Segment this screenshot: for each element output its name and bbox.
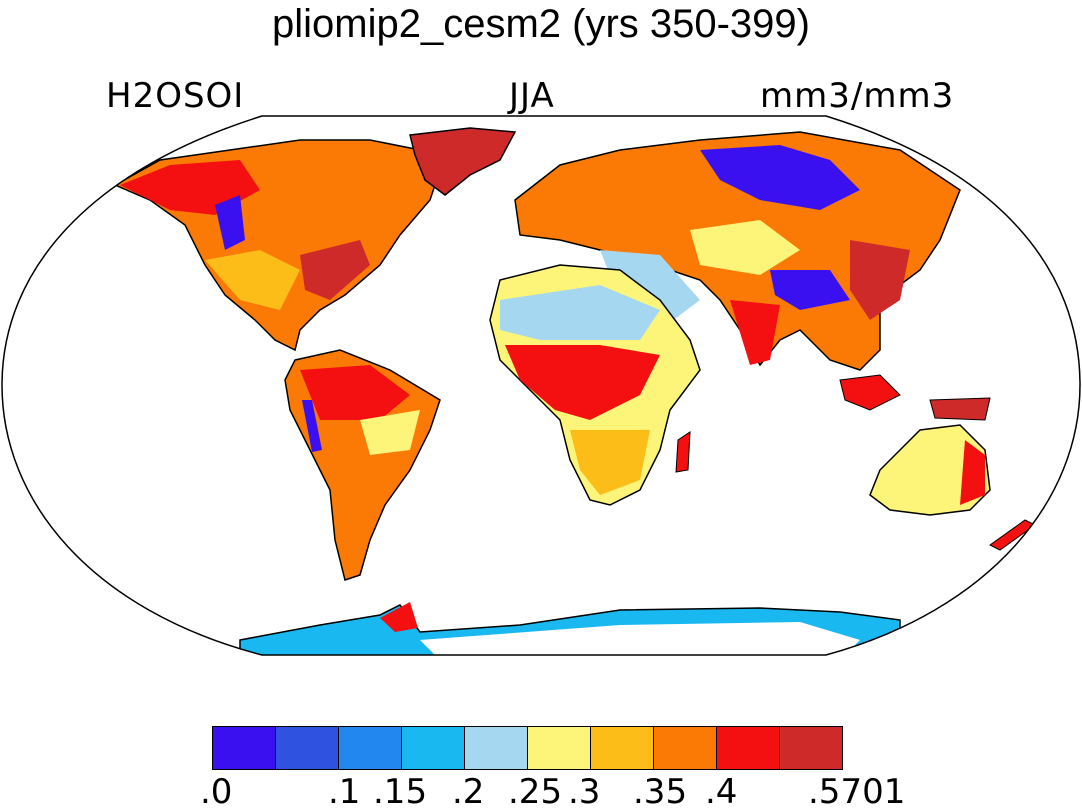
siberia-low-moisture xyxy=(700,145,860,210)
units-label: mm3/mm3 xyxy=(760,76,955,116)
eastern-us xyxy=(300,240,370,300)
colorbar-tick-label: .3 xyxy=(568,772,601,812)
colorbar-box xyxy=(275,726,339,770)
central-africa-wet xyxy=(505,345,660,420)
new-guinea xyxy=(929,397,991,421)
colorbar-tick-label: .2 xyxy=(452,772,485,812)
globe-outline xyxy=(1,115,1081,656)
colorbar-box xyxy=(338,726,402,770)
colorbar-tick-label: .5701 xyxy=(808,772,906,812)
madagascar xyxy=(675,431,691,473)
colorbar-tick-label: .1 xyxy=(328,772,361,812)
brazil-highlands xyxy=(360,410,420,455)
colorbar-box xyxy=(779,726,843,770)
world-map xyxy=(1,115,1081,656)
andes-strip xyxy=(302,400,322,452)
canada-low-moisture xyxy=(215,195,245,250)
us-plains xyxy=(205,250,300,310)
australia-landmass xyxy=(869,424,991,516)
colorbar-box xyxy=(716,726,780,770)
sahara-region xyxy=(500,285,660,340)
colorbar-box xyxy=(653,726,717,770)
antarctica-interior xyxy=(420,622,860,655)
new-zealand xyxy=(989,519,1036,551)
colorbar-tick-label: .0 xyxy=(200,772,233,812)
tibet-region xyxy=(770,270,850,310)
colorbar-tick-label: .4 xyxy=(705,772,738,812)
southern-africa xyxy=(570,430,650,495)
colorbar-tick-label: .35 xyxy=(633,772,688,812)
east-asia-wet xyxy=(850,240,910,320)
map-title: pliomip2_cesm2 (yrs 350-399) xyxy=(271,2,810,46)
colorbar-box xyxy=(527,726,591,770)
colorbar xyxy=(212,726,843,770)
colorbar-box xyxy=(590,726,654,770)
colorbar-box xyxy=(464,726,528,770)
season-label: JJA xyxy=(509,76,555,116)
amazon-basin xyxy=(300,365,410,420)
antarctic-peninsula xyxy=(380,602,418,632)
colorbar-box xyxy=(212,726,276,770)
arabia-region xyxy=(600,250,700,330)
southeast-asia-islands xyxy=(839,374,901,411)
colorbar-tick-label: .15 xyxy=(373,772,428,812)
greenland-landmass xyxy=(409,127,517,196)
australia-east-coast xyxy=(960,440,985,505)
variable-label: H2OSOI xyxy=(106,76,245,116)
colorbar-box xyxy=(401,726,465,770)
central-asia-dry xyxy=(690,220,800,275)
colorbar-tick-label: .25 xyxy=(508,772,563,812)
india-region xyxy=(730,300,780,365)
